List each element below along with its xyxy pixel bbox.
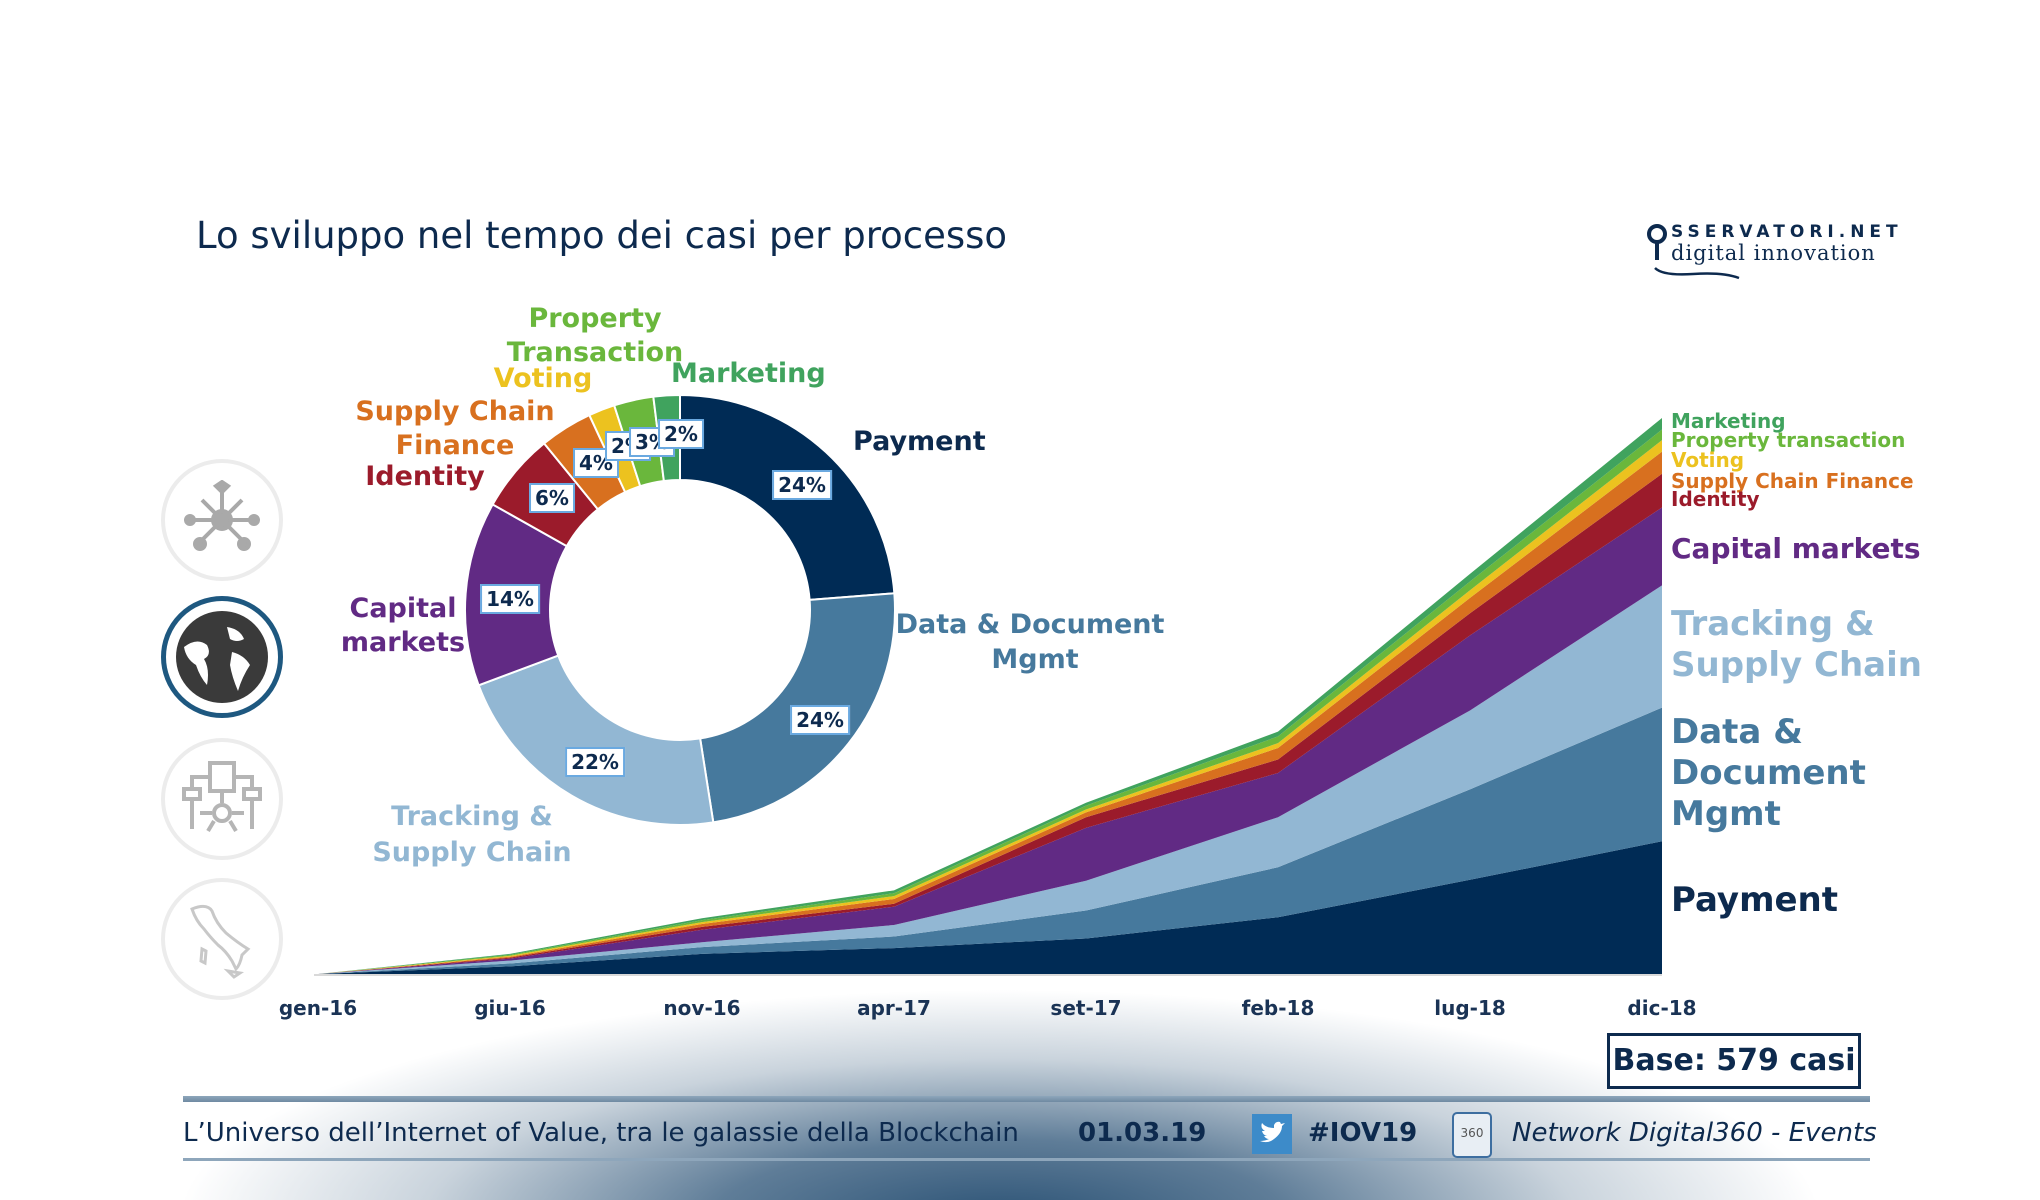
logo-subtitle: digital innovation — [1671, 241, 1876, 265]
x-tick-label: dic-18 — [1627, 996, 1697, 1020]
footer-network: Network Digital360 - Events — [1512, 1118, 1877, 1148]
side-nav-process[interactable] — [161, 738, 283, 860]
x-tick-label: nov-16 — [663, 996, 741, 1020]
area-series-data-document-mgmt — [318, 707, 1662, 975]
area-series-capital-markets — [318, 507, 1662, 975]
italy-map-icon — [190, 904, 251, 979]
logo-text: SSERVATORI.NET — [1671, 222, 1903, 242]
page-title: Lo sviluppo nel tempo dei casi per proce… — [196, 214, 1008, 257]
donut-slice-tracking-supply-chain — [477, 654, 715, 826]
document-process-icon — [182, 761, 262, 833]
base-count-box: Base: 579 casi — [1607, 1033, 1861, 1089]
area-label-data-2: Document — [1671, 753, 1866, 793]
area-label-capital: Capital markets — [1671, 532, 1921, 565]
donut-label-scf-2: Finance — [395, 430, 515, 461]
twitter-icon[interactable] — [1252, 1114, 1292, 1154]
donut-label-scf-1: Supply Chain — [355, 396, 555, 427]
donut-label-marketing: Marketing — [671, 358, 826, 389]
area-series-tracking-supply-chain — [318, 585, 1662, 975]
area-label-data-3: Mgmt — [1671, 794, 1781, 834]
donut-label-tracking-2: Supply Chain — [372, 837, 572, 868]
footer-bottom-divider — [183, 1158, 1870, 1161]
pct-label-tracking: 22% — [565, 747, 625, 777]
area-label-marketing: Marketing — [1671, 409, 1786, 433]
x-tick-label: feb-18 — [1241, 996, 1315, 1020]
globe-icon — [176, 611, 268, 703]
donut-label-voting: Voting — [493, 363, 593, 394]
donut-label-identity: Identity — [365, 461, 485, 492]
area-label-identity: Identity — [1671, 487, 1760, 511]
digital360-icon: 360 — [1452, 1112, 1492, 1158]
footer-event-title: L’Universo dell’Internet of Value, tra l… — [183, 1118, 1019, 1148]
area-label-voting: Voting — [1671, 448, 1745, 472]
x-tick-label: gen-16 — [278, 996, 358, 1020]
area-label-payment: Payment — [1671, 880, 1839, 920]
donut-label-property-2: Transaction — [506, 337, 684, 368]
x-tick-label: apr-17 — [857, 996, 931, 1020]
x-tick-label: giu-16 — [474, 996, 546, 1020]
donut-label-data-2: Mgmt — [991, 644, 1079, 675]
donut-label-tracking-1: Tracking & — [391, 801, 553, 832]
pct-label-data: 24% — [790, 705, 850, 735]
donut-label-data-1: Data & Document — [895, 609, 1165, 640]
area-label-scf: Supply Chain Finance — [1671, 469, 1914, 493]
side-nav-italy[interactable] — [161, 878, 283, 1000]
x-tick-label: lug-18 — [1434, 996, 1506, 1020]
key-icon — [1647, 224, 1667, 260]
pct-label-payment: 24% — [772, 470, 832, 500]
donut-label-capital-1: Capital — [349, 593, 457, 624]
area-label-data-1: Data & — [1671, 712, 1803, 752]
side-nav-network[interactable] — [161, 459, 283, 581]
donut-label-payment: Payment — [853, 426, 986, 457]
area-label-tracking-2: Supply Chain — [1671, 645, 1922, 685]
footer-top-divider — [183, 1096, 1870, 1102]
pct-label-marketing: 2% — [658, 419, 704, 449]
donut-label-capital-2: markets — [340, 627, 466, 658]
footer-date: 01.03.19 — [1078, 1118, 1207, 1148]
footer-hashtag[interactable]: #IOV19 — [1308, 1118, 1418, 1148]
network-icon — [184, 480, 260, 551]
x-tick-label: set-17 — [1050, 996, 1122, 1020]
side-nav-globe[interactable] — [161, 596, 283, 718]
donut-label-property-1: Property — [528, 303, 662, 334]
pct-label-capital: 14% — [480, 584, 540, 614]
pct-label-identity: 6% — [529, 483, 575, 513]
area-label-tracking-1: Tracking & — [1671, 604, 1875, 644]
logo-swoosh — [1654, 267, 1740, 280]
area-label-property: Property transaction — [1671, 428, 1906, 452]
area-series-payment — [318, 841, 1662, 975]
